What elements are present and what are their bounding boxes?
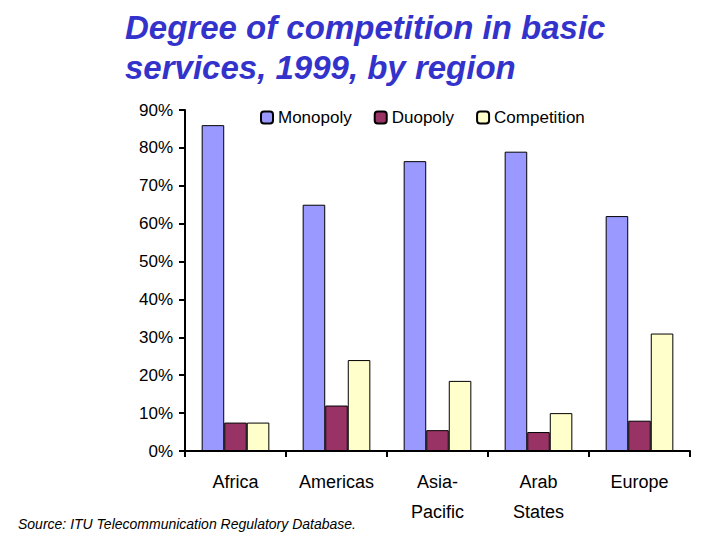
svg-text:services, 1999, by region: services, 1999, by region: [125, 49, 516, 86]
svg-text:70%: 70%: [139, 176, 173, 195]
svg-text:Monopoly: Monopoly: [278, 108, 352, 127]
svg-text:20%: 20%: [139, 366, 173, 385]
svg-text:10%: 10%: [139, 404, 173, 423]
svg-text:Duopoly: Duopoly: [392, 108, 455, 127]
svg-text:40%: 40%: [139, 290, 173, 309]
svg-text:States: States: [513, 502, 564, 522]
svg-text:Degree of competition in basic: Degree of competition in basic: [125, 9, 605, 46]
svg-text:Europe: Europe: [610, 472, 668, 492]
svg-text:Africa: Africa: [212, 472, 259, 492]
svg-text:Asia-: Asia-: [417, 472, 458, 492]
svg-text:50%: 50%: [139, 252, 173, 271]
svg-text:Competition: Competition: [494, 108, 585, 127]
svg-text:Americas: Americas: [299, 472, 374, 492]
svg-text:60%: 60%: [139, 214, 173, 233]
svg-text:90%: 90%: [139, 101, 173, 120]
svg-text:30%: 30%: [139, 328, 173, 347]
svg-text:Source: ITU Telecommunication: Source: ITU Telecommunication Regulatory…: [18, 516, 356, 532]
svg-text:Pacific: Pacific: [411, 502, 464, 522]
svg-text:Arab: Arab: [519, 472, 557, 492]
svg-text:0%: 0%: [148, 442, 173, 461]
svg-text:80%: 80%: [139, 138, 173, 157]
